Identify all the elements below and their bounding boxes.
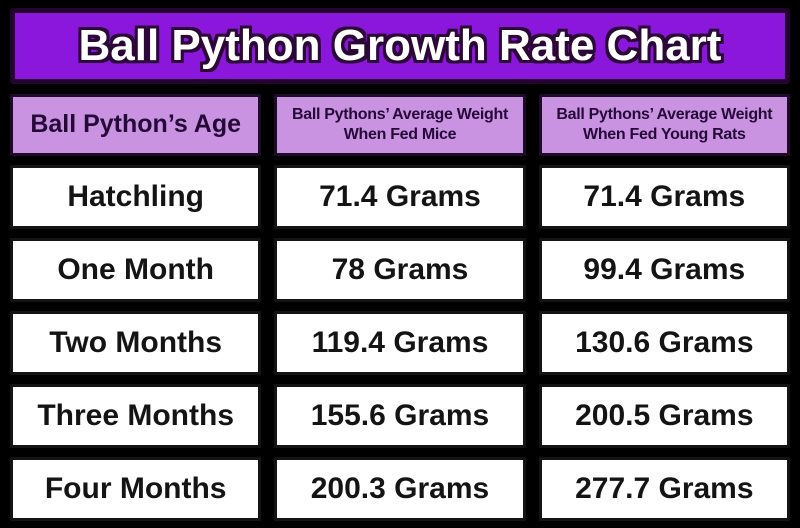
age-cell-hatchling: Hatchling <box>10 165 262 229</box>
mice-weight-cell-three-months: 155.6 Grams <box>274 384 526 448</box>
mice-weight-cell-one-month: 78 Grams <box>274 238 526 302</box>
age-cell-three-months: Three Months <box>10 384 262 448</box>
column-header-mice-line1: Ball Pythons’ Average Weight <box>292 106 508 123</box>
rats-weight-cell-hatchling: 71.4 Grams <box>538 165 790 229</box>
mice-weight-cell-hatchling: 71.4 Grams <box>274 165 526 229</box>
chart-title: Ball Python Growth Rate Chart <box>78 21 722 70</box>
ball-python-growth-chart-page: Ball Python Growth Rate Chart Ball Pytho… <box>0 8 800 528</box>
age-cell-two-months: Two Months <box>10 311 262 375</box>
column-header-rats-weight: Ball Pythons’ Average Weight When Fed Yo… <box>538 94 790 156</box>
chart-title-bar: Ball Python Growth Rate Chart <box>10 8 790 84</box>
rats-weight-cell-four-months: 277.7 Grams <box>538 457 790 521</box>
column-header-mice-line2: When Fed Mice <box>343 126 457 143</box>
column-header-rats-line2: When Fed Young Rats <box>583 126 746 143</box>
column-header-mice-weight: Ball Pythons’ Average Weight When Fed Mi… <box>274 94 526 156</box>
rats-weight-cell-one-month: 99.4 Grams <box>538 238 790 302</box>
column-header-age-label: Ball Python’s Age <box>30 110 241 139</box>
mice-weight-cell-four-months: 200.3 Grams <box>274 457 526 521</box>
column-header-age: Ball Python’s Age <box>10 94 262 156</box>
mice-weight-cell-two-months: 119.4 Grams <box>274 311 526 375</box>
age-cell-four-months: Four Months <box>10 457 262 521</box>
rats-weight-cell-two-months: 130.6 Grams <box>538 311 790 375</box>
rats-weight-cell-three-months: 200.5 Grams <box>538 384 790 448</box>
growth-rate-table: Ball Python’s Age Ball Pythons’ Average … <box>10 94 790 521</box>
age-cell-one-month: One Month <box>10 238 262 302</box>
column-header-rats-line1: Ball Pythons’ Average Weight <box>556 106 773 123</box>
